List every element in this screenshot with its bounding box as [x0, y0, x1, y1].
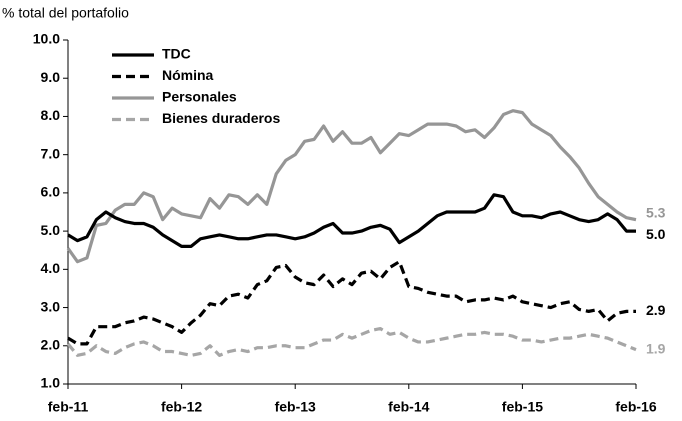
- y-tick-label: 2.0: [41, 336, 61, 352]
- x-tick-label: feb-12: [161, 399, 202, 415]
- line-series: [67, 260, 636, 346]
- x-tick-label: feb-11: [48, 399, 89, 415]
- y-axis-title: % total del portafolio: [2, 5, 129, 21]
- legend-label: Personales: [162, 89, 237, 105]
- value-label: 1.9: [646, 340, 666, 356]
- value-label: 5.3: [646, 204, 666, 220]
- line-series: [66, 326, 637, 357]
- y-tick-label: 7.0: [41, 145, 61, 161]
- value-label: 5.0: [646, 226, 666, 242]
- line-series: [66, 109, 637, 264]
- x-tick-label: feb-16: [615, 399, 656, 415]
- y-tick-label: 1.0: [41, 375, 61, 391]
- x-tick-label: feb-13: [275, 399, 316, 415]
- y-tick-label: 10.0: [33, 31, 60, 47]
- y-tick-label: 8.0: [41, 107, 61, 123]
- line-series: [67, 193, 636, 248]
- y-tick-label: 3.0: [41, 298, 61, 314]
- legend-label: Nómina: [162, 67, 214, 83]
- legend-label: Bienes duraderos: [162, 110, 280, 126]
- y-tick-label: 6.0: [41, 184, 61, 200]
- y-tick-label: 4.0: [41, 260, 61, 276]
- y-tick-label: 5.0: [41, 222, 61, 238]
- legend-label: TDC: [162, 46, 191, 62]
- value-label: 2.9: [646, 302, 666, 318]
- y-tick-label: 9.0: [41, 69, 61, 85]
- x-tick-label: feb-15: [502, 399, 543, 415]
- x-tick-label: feb-14: [388, 399, 429, 415]
